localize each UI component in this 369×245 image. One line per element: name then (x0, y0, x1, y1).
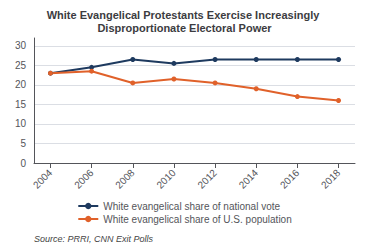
svg-text:White Evangelical Protestants: White Evangelical Protestants Exercise I… (47, 9, 323, 21)
svg-text:20: 20 (15, 79, 27, 90)
svg-text:2018: 2018 (319, 167, 343, 191)
svg-text:2010: 2010 (154, 167, 178, 191)
svg-text:Source: PRRI, CNN Exit Polls: Source: PRRI, CNN Exit Polls (34, 234, 154, 244)
svg-text:2006: 2006 (72, 167, 96, 191)
svg-text:0: 0 (20, 158, 26, 169)
svg-text:2008: 2008 (113, 167, 137, 191)
svg-text:5: 5 (20, 138, 26, 149)
svg-text:2004: 2004 (31, 167, 55, 191)
svg-text:2014: 2014 (237, 167, 261, 191)
svg-text:2016: 2016 (278, 167, 302, 191)
svg-text:Disproportionate Electoral Pow: Disproportionate Electoral Power (97, 22, 272, 34)
svg-text:25: 25 (15, 60, 27, 71)
svg-text:10: 10 (15, 118, 27, 129)
svg-text:White evangelical share of U.S: White evangelical share of U.S. populati… (103, 214, 291, 225)
svg-text:15: 15 (15, 99, 27, 110)
svg-text:2012: 2012 (195, 167, 219, 191)
svg-text:White evangelical share of nat: White evangelical share of national vote (103, 201, 280, 212)
svg-text:30: 30 (15, 40, 27, 51)
